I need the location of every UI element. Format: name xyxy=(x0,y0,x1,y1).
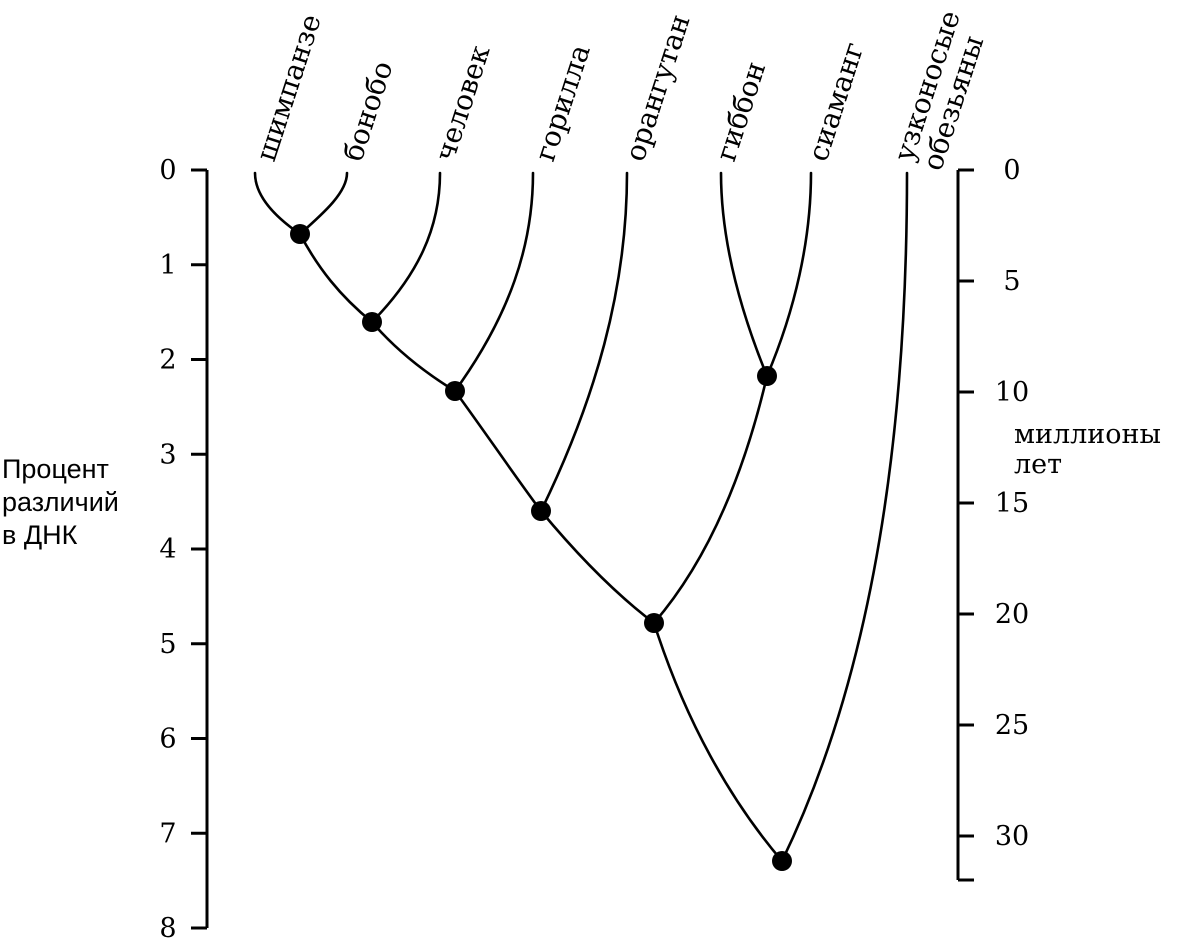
left-axis-title: Процент различий в ДНК xyxy=(2,454,126,550)
species-label-gibbon: гиббон xyxy=(709,57,772,165)
left-axis-tick-label: 0 xyxy=(159,155,176,186)
branch-gibbon xyxy=(719,171,769,378)
node-n3 xyxy=(445,381,465,401)
left-axis-ticks: 0 1 2 3 4 5 6 7 8 xyxy=(159,155,207,939)
branch-n2-n3 xyxy=(370,320,457,393)
branch-siamang xyxy=(765,171,813,378)
species-label-bonobo: бонобо xyxy=(336,57,399,165)
tree-branches xyxy=(253,171,909,863)
left-axis-tick-label: 1 xyxy=(159,250,176,281)
left-axis-tick-label: 6 xyxy=(159,724,176,755)
node-n6 xyxy=(644,613,664,633)
right-axis-tick-label: 25 xyxy=(995,710,1029,741)
left-axis-title-line-3: в ДНК xyxy=(2,520,78,550)
node-n2 xyxy=(362,312,382,332)
node-n5 xyxy=(757,366,777,386)
right-axis-tick-label: 10 xyxy=(995,377,1029,408)
left-axis-tick-label: 4 xyxy=(159,534,176,565)
left-axis-tick-label: 2 xyxy=(159,345,176,376)
branch-n5-n6 xyxy=(652,374,769,625)
branch-n6-n7 xyxy=(652,621,784,863)
right-axis-title-line-2: лет xyxy=(1014,449,1062,480)
branch-n4-n6 xyxy=(539,509,656,625)
node-n7 xyxy=(772,851,792,871)
branch-n1-n2 xyxy=(298,232,374,324)
right-axis-tick-label: 30 xyxy=(995,821,1029,852)
branch-chimp xyxy=(253,171,302,236)
branch-gorilla xyxy=(453,171,535,393)
species-label-gorilla: горилла xyxy=(528,40,597,165)
right-axis: 0 5 10 15 20 25 30 миллионы лет xyxy=(956,155,1170,882)
right-axis-tick-label: 20 xyxy=(995,599,1029,630)
left-axis-tick-label: 8 xyxy=(159,913,176,939)
left-axis-tick-label: 5 xyxy=(159,629,176,660)
right-axis-tick-label: 0 xyxy=(1003,155,1020,186)
species-label-siamang: сиаманг xyxy=(801,38,870,165)
left-axis-title-line-2: различий xyxy=(2,487,119,517)
branch-orangutan xyxy=(539,171,629,513)
species-labels: шимпанзе бонобо человек горилла орангута… xyxy=(249,0,998,174)
branch-bonobo xyxy=(298,171,349,236)
left-axis: 0 1 2 3 4 5 6 7 8 Процент различий в ДНК xyxy=(2,155,209,939)
right-axis-ticks: 0 5 10 15 20 25 30 xyxy=(958,155,1029,882)
species-label-human: человек xyxy=(428,41,496,165)
tree-nodes xyxy=(290,224,792,871)
node-n1 xyxy=(290,224,310,244)
branch-human xyxy=(370,171,442,324)
left-axis-tick-label: 3 xyxy=(159,439,176,470)
left-axis-title-line-1: Процент xyxy=(2,454,109,484)
right-axis-tick-label: 5 xyxy=(1003,266,1020,297)
branch-n3-n4 xyxy=(453,389,543,513)
branch-catarrhines xyxy=(780,171,909,863)
left-axis-tick-label: 7 xyxy=(159,818,176,849)
node-n4 xyxy=(531,501,551,521)
species-label-orangutan: орангутан xyxy=(618,10,696,165)
right-axis-title: миллионы лет xyxy=(1014,419,1170,480)
right-axis-title-line-1: миллионы xyxy=(1014,419,1161,450)
species-label-chimp: шимпанзе xyxy=(249,10,327,165)
species-label-catarrhines: узконосые обезьяны xyxy=(887,0,998,174)
right-axis-tick-label: 15 xyxy=(995,488,1029,519)
